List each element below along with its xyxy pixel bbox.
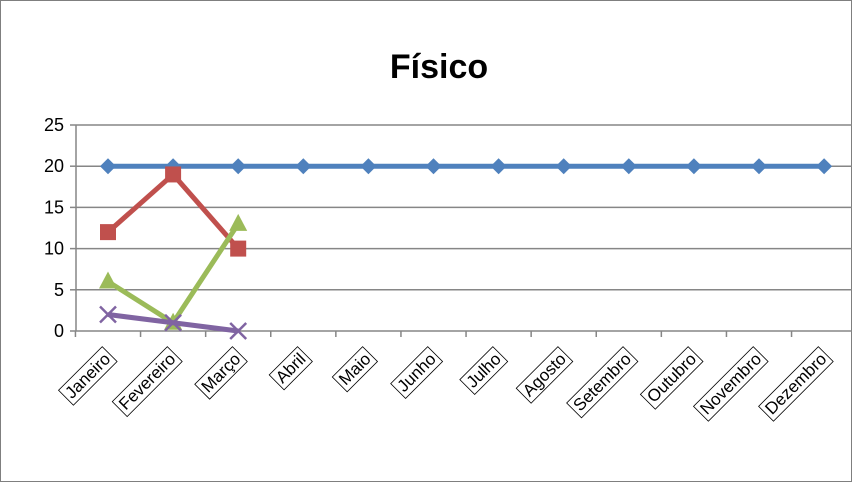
gridlines [76,124,852,332]
x-tick-label-group: Abril [268,346,313,391]
x-tick-label-box [111,346,183,418]
y-tick-label: 5 [54,280,64,300]
x-tick-label: Agosto [519,349,570,400]
series-line [106,171,241,251]
x-tick-label-group: Outubro [639,346,704,410]
data-point [555,158,572,175]
x-axis: Janeiro Fevereiro Março Abril Maio Junho Julho… [57,331,834,422]
x-tick-label-group: Setembro [566,346,639,419]
data-point [99,305,117,324]
x-tick-label-group: Janeiro [57,346,118,406]
x-tick-label-group: Agosto [515,346,574,404]
data-point [230,240,247,257]
series-2 [100,166,247,257]
x-tick-label: Fevereiro [115,349,179,413]
y-axis: 0 5 10 15 20 25 [44,115,77,341]
x-tick-label: Janeiro [61,349,114,402]
data-point [230,158,247,175]
y-tick-label: 25 [44,115,64,135]
data-point [490,158,507,175]
x-tick-label: Abril [272,349,309,386]
x-tick-label: Outubro [643,349,700,406]
x-tick-label-box [459,346,509,396]
data-point [751,158,767,175]
data-point [425,158,442,175]
x-tick-label-group: Maio [331,346,379,393]
x-tick-label-box [639,346,704,410]
data-point [165,166,182,183]
x-tick-label-box [758,346,834,422]
chart-title: Físico [390,48,488,86]
x-tick-label-group: Junho [390,346,444,400]
x-tick-label: Junho [394,349,440,395]
x-tick-label-group: Novembro [692,346,769,422]
data-point [229,322,248,340]
data-point [100,158,116,175]
series-line [106,222,241,326]
y-tick-label: 10 [44,239,64,259]
x-tick-label: Março [198,349,245,396]
x-tick-label-box [515,346,574,404]
data-point [99,271,117,289]
x-tick-label: Setembro [569,349,635,415]
x-tick-label-box [194,346,248,400]
x-tick-label-box [331,346,379,393]
y-tick-label: 15 [44,197,64,217]
x-tick-label-box [268,346,313,391]
x-tick-label-box [692,346,769,422]
y-tick-label: 20 [44,156,64,176]
data-point [816,158,833,175]
x-tick-label-box [390,346,444,400]
x-tick-label: Maio [335,349,374,388]
x-tick-label-group: Março [194,346,248,400]
data-point [685,158,702,175]
x-tick-label-box [57,346,118,406]
x-tick-label: Dezembro [761,349,830,418]
x-tick-label-box [566,346,639,419]
series-layer [99,158,833,340]
data-point [295,158,312,175]
x-tick-label-group: Julho [459,346,509,396]
data-point [100,224,116,241]
y-tick-label: 0 [54,321,64,341]
x-tick-label-group: Fevereiro [111,346,183,418]
x-tick-label-group: Dezembro [758,346,834,422]
data-point [360,158,377,175]
data-point [164,313,182,332]
data-point [620,158,637,175]
series-1 [100,158,833,175]
data-point [229,213,248,231]
series-4 [99,305,248,340]
x-tick-label: Novembro [696,349,765,418]
